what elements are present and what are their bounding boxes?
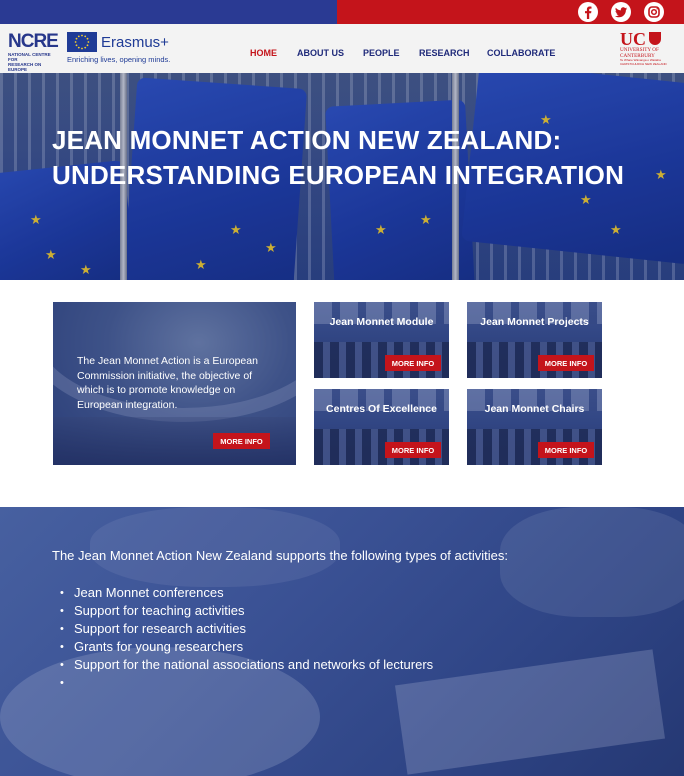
hero-banner: ★ ★ ★ ★ ★ ★ ★ ★ ★ ★ ★ ★ JEAN MONNET ACTI… [0,73,684,280]
facebook-icon[interactable] [578,2,598,22]
hero-star: ★ [265,240,277,255]
uc-logo[interactable]: UC UNIVERSITY OF CANTERBURY Te Whare Wān… [620,29,667,68]
hero-star: ★ [80,262,92,277]
nav-people[interactable]: PEOPLE [363,48,400,58]
hero-star: ★ [195,257,207,272]
uc-logo-tiny-2: CHRISTCHURCH NEW ZEALAND [620,61,667,66]
activities-intro: The Jean Monnet Action New Zealand suppo… [52,548,508,563]
hero-shade [0,73,684,280]
hero-title-line-1: JEAN MONNET ACTION NEW ZEALAND: [52,125,562,155]
hero-star: ★ [580,192,592,207]
list-item: Support for teaching activities [60,602,620,620]
instagram-icon[interactable] [644,2,664,22]
erasmus-tagline: Enriching lives, opening minds. [67,55,171,64]
uc-shield-icon [649,32,661,45]
hero-star: ★ [30,212,42,227]
hero-star: ★ [610,222,622,237]
site-header: NCRE NATIONAL CENTRE FOR RESEARCH ON EUR… [0,24,684,73]
uc-logo-tiny-1: Te Whare Wānanga o Waitaha [620,58,661,63]
card-title: Jean Monnet Chairs [484,403,585,415]
list-item: Grants for young researchers [60,638,620,656]
social-links [578,2,664,22]
card-jean-monnet-chairs[interactable]: Jean Monnet Chairs MORE INFO [467,389,602,465]
eu-flag-icon [67,32,97,52]
hero-title-line-2: UNDERSTANDING EUROPEAN INTEGRATION [52,160,625,190]
erasmus-logo-text: Erasmus+ [101,34,169,51]
list-item: Support for the national associations an… [60,656,620,674]
top-bar-red [337,0,684,24]
card-jean-monnet-projects[interactable]: Jean Monnet Projects MORE INFO [467,302,602,378]
uc-logo-text: UC [620,29,646,49]
hero-star: ★ [655,167,667,182]
module-more-info-button[interactable]: MORE INFO [385,355,441,371]
nav-home[interactable]: HOME [250,48,277,58]
hero-title: JEAN MONNET ACTION NEW ZEALAND: UNDERSTA… [52,123,652,193]
ncre-logo-subtext-2: RESEARCH ON EUROPE [8,62,42,72]
list-item: Jean Monnet conferences [60,584,620,602]
hero-flag-pole [120,73,127,280]
card-ceiling [314,302,449,324]
card-title: Centres Of Excellence [326,403,437,415]
intro-more-info-button[interactable]: MORE INFO [213,433,270,449]
card-title: Jean Monnet Module [329,316,434,328]
card-centres-of-excellence[interactable]: Centres Of Excellence MORE INFO [314,389,449,465]
hero-star: ★ [375,222,387,237]
intro-card: The Jean Monnet Action is a European Com… [53,302,296,465]
twitter-icon[interactable] [611,2,631,22]
uc-logo-line-1: UNIVERSITY OF [620,47,659,53]
ncre-logo-subtext-1: NATIONAL CENTRE FOR [8,52,51,62]
activities-list: Jean Monnet conferences Support for teac… [60,584,620,692]
card-title: Jean Monnet Projects [480,316,589,328]
list-item [60,674,620,692]
hero-star: ★ [420,212,432,227]
activities-bg-shape [90,507,340,587]
programs-section: The Jean Monnet Action is a European Com… [0,280,684,507]
list-item: Support for research activities [60,620,620,638]
hero-star: ★ [540,112,552,127]
intro-card-text: The Jean Monnet Action is a European Com… [77,355,258,411]
nav-research[interactable]: RESEARCH [419,48,470,58]
hero-flag-pole [452,73,459,280]
chairs-more-info-button[interactable]: MORE INFO [538,442,594,458]
top-bar-blue [0,0,337,24]
projects-more-info-button[interactable]: MORE INFO [538,355,594,371]
card-jean-monnet-module[interactable]: Jean Monnet Module MORE INFO [314,302,449,378]
card-ceiling [314,389,449,411]
card-ceiling [467,389,602,411]
erasmus-logo[interactable]: Erasmus+ Enriching lives, opening minds. [67,32,177,66]
activities-section: The Jean Monnet Action New Zealand suppo… [0,507,684,776]
nav-about-us[interactable]: ABOUT US [297,48,344,58]
top-bar [0,0,684,24]
card-ceiling [467,302,602,324]
ncre-logo[interactable]: NCRE NATIONAL CENTRE FOR RESEARCH ON EUR… [8,31,59,73]
hero-star: ★ [45,247,57,262]
uc-logo-line-2: CANTERBURY [620,52,655,59]
nav-collaborate[interactable]: COLLABORATE [487,48,556,58]
hero-star: ★ [230,222,242,237]
ncre-logo-text: NCRE [8,31,59,52]
centres-more-info-button[interactable]: MORE INFO [385,442,441,458]
